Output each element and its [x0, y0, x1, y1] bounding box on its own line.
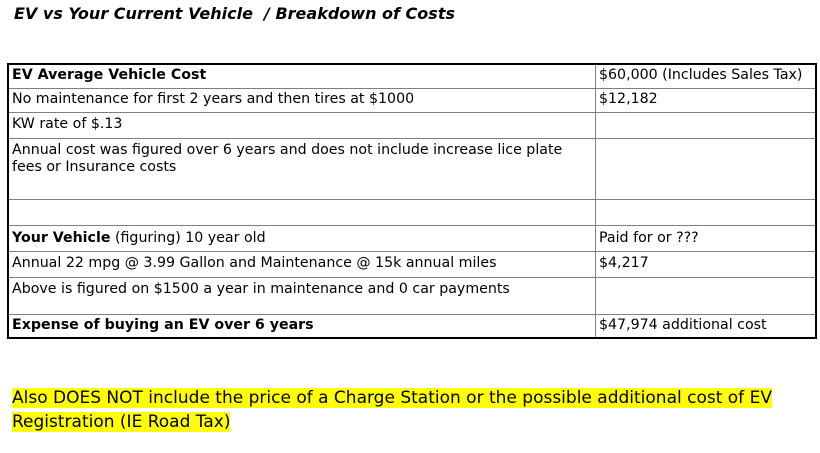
cost-breakdown-table: EV Average Vehicle Cost $60,000 (Include…	[7, 63, 817, 339]
row-label-text: Above is figured on $1500 a year in main…	[12, 280, 510, 297]
row-value: $60,000 (Includes Sales Tax)	[595, 63, 817, 89]
row-label-bold: Expense of buying an EV over 6 years	[12, 316, 314, 333]
table-row: KW rate of $.13	[7, 111, 817, 139]
table-row: EV Average Vehicle Cost $60,000 (Include…	[7, 63, 817, 89]
row-value: Paid for or ???	[595, 224, 817, 252]
footnote: Also DOES NOT include the price of a Cha…	[12, 386, 772, 434]
row-label: Your Vehicle (figuring) 10 year old	[7, 224, 596, 252]
row-label: Above is figured on $1500 a year in main…	[7, 276, 596, 315]
row-value	[595, 276, 817, 315]
row-label: No maintenance for first 2 years and the…	[7, 87, 596, 113]
row-label-bold: EV Average Vehicle Cost	[12, 67, 207, 83]
table-row	[7, 198, 817, 226]
table-row: Expense of buying an EV over 6 years $47…	[7, 313, 817, 339]
row-label-text: Annual cost was figured over 6 years and…	[12, 141, 563, 175]
row-value: $4,217	[595, 250, 817, 278]
row-label	[7, 198, 596, 226]
row-value	[595, 137, 817, 200]
row-label-text: (figuring) 10 year old	[110, 229, 266, 246]
row-label: KW rate of $.13	[7, 111, 596, 139]
row-value: $47,974 additional cost	[595, 313, 817, 339]
page-title: EV vs Your Current Vehicle / Breakdown o…	[14, 4, 455, 23]
row-value: $12,182	[595, 87, 817, 113]
table-row: Above is figured on $1500 a year in main…	[7, 276, 817, 315]
row-value	[595, 111, 817, 139]
row-label-text: Annual 22 mpg @ 3.99 Gallon and Maintena…	[12, 254, 497, 271]
footnote-highlight: Also DOES NOT include the price of a Cha…	[12, 388, 772, 432]
table-row: Your Vehicle (figuring) 10 year old Paid…	[7, 224, 817, 252]
row-label-text: KW rate of $.13	[12, 115, 123, 132]
row-label: Annual 22 mpg @ 3.99 Gallon and Maintena…	[7, 250, 596, 278]
table-row: Annual cost was figured over 6 years and…	[7, 137, 817, 200]
row-label: Expense of buying an EV over 6 years	[7, 313, 596, 339]
table-row: No maintenance for first 2 years and the…	[7, 87, 817, 113]
row-label-text: No maintenance for first 2 years and the…	[12, 90, 415, 107]
row-label: EV Average Vehicle Cost	[7, 63, 596, 89]
row-label-bold: Your Vehicle	[12, 229, 111, 246]
row-label: Annual cost was figured over 6 years and…	[7, 137, 596, 200]
table-row: Annual 22 mpg @ 3.99 Gallon and Maintena…	[7, 250, 817, 278]
row-value	[595, 198, 817, 226]
